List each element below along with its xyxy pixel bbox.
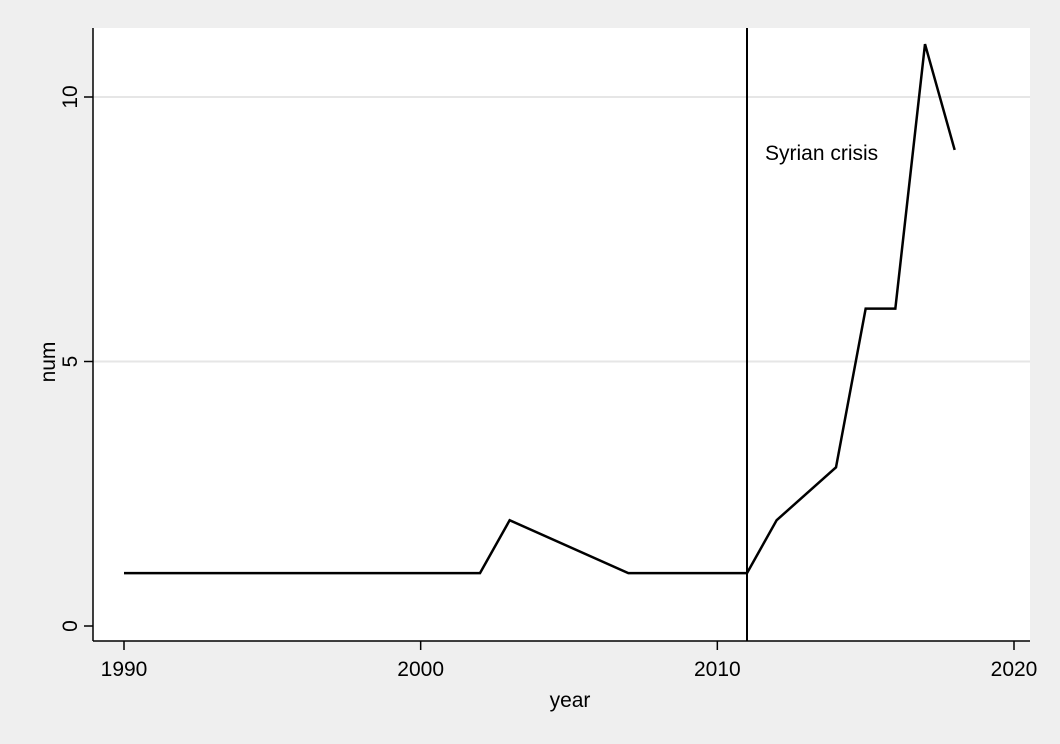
x-tick-label: 2000 xyxy=(397,658,444,681)
y-tick-label: 10 xyxy=(59,85,82,108)
grid-lines xyxy=(93,96,1030,363)
y-tick-label: 5 xyxy=(59,356,82,368)
plot-area xyxy=(93,28,1030,641)
series-group xyxy=(124,43,956,575)
x-tick-label: 2010 xyxy=(694,658,741,681)
axes xyxy=(92,28,1030,642)
ticks: 1990 2000 2010 2020 0 5 10 xyxy=(59,85,1037,681)
x-tick-label: 1990 xyxy=(101,658,148,681)
y-tick-label: 0 xyxy=(59,620,82,632)
x-axis-title: year xyxy=(550,689,591,712)
reference-line-label: Syrian crisis xyxy=(765,142,878,165)
reference-line-group: Syrian crisis xyxy=(746,28,878,641)
series-line xyxy=(124,43,956,575)
y-axis-title: num xyxy=(37,342,60,383)
x-tick-label: 2020 xyxy=(991,658,1038,681)
